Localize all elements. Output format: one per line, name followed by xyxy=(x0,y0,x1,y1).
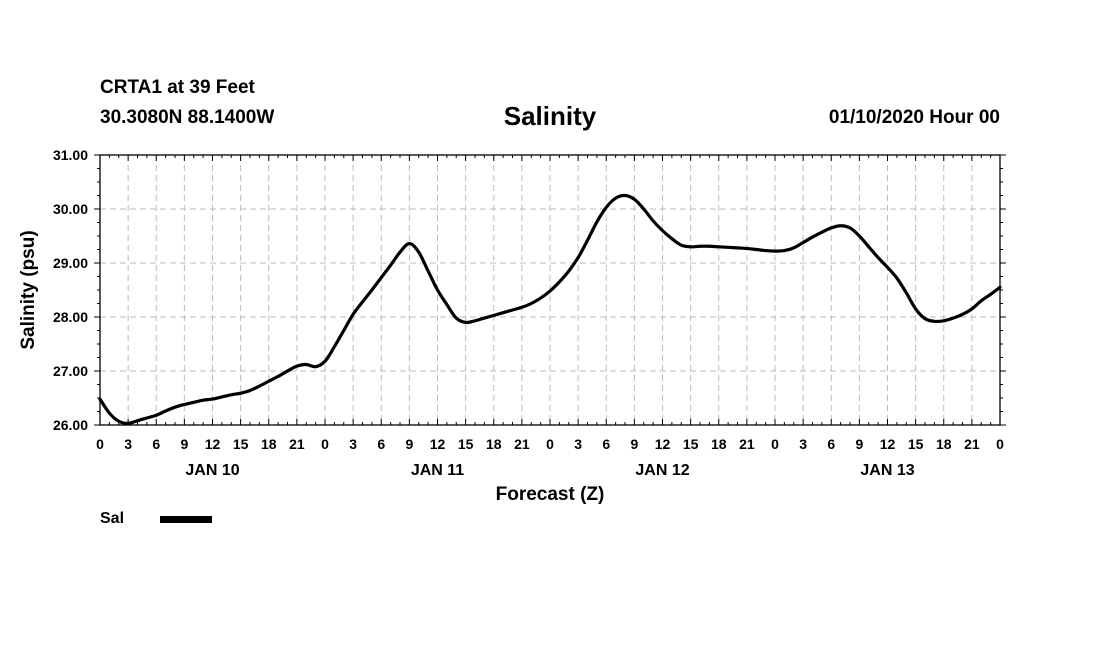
x-tick-label: 3 xyxy=(349,436,357,452)
y-tick-label: 27.00 xyxy=(53,363,88,379)
x-tick-label: 0 xyxy=(321,436,329,452)
legend-line-swatch xyxy=(160,516,212,523)
legend-label: Sal xyxy=(100,510,125,527)
x-tick-label: 15 xyxy=(458,436,474,452)
location-label: 30.3080N 88.1400W xyxy=(100,107,275,128)
y-tick-label: 31.00 xyxy=(53,147,88,163)
y-axis-title: Salinity (psu) xyxy=(18,230,39,349)
x-tick-label: 0 xyxy=(96,436,104,452)
x-tick-label: 18 xyxy=(261,436,277,452)
x-tick-label: 9 xyxy=(855,436,863,452)
axes xyxy=(94,154,1006,426)
x-tick-label: 12 xyxy=(655,436,671,452)
x-tick-label: 12 xyxy=(880,436,896,452)
axis-labels: 26.00 27.00 28.00 29.00 30.00 31.00 0 3 6 9 12 15 18… xyxy=(18,147,1004,505)
series-group xyxy=(98,193,1002,425)
x-tick-label: 15 xyxy=(683,436,699,452)
x-tick-label: 18 xyxy=(486,436,502,452)
x-tick-label: 0 xyxy=(771,436,779,452)
datetime-label: 01/10/2020 Hour 00 xyxy=(828,107,1000,128)
x-tick-label: 6 xyxy=(377,436,385,452)
x-axis-title: Forecast (Z) xyxy=(496,484,605,505)
y-tick-label: 30.00 xyxy=(53,201,88,217)
day-label: JAN 13 xyxy=(860,462,914,479)
x-tick-label: 15 xyxy=(908,436,924,452)
x-tick-label: 6 xyxy=(152,436,160,452)
x-tick-label: 9 xyxy=(180,436,188,452)
y-tick-label: 26.00 xyxy=(53,417,88,433)
x-tick-label: 3 xyxy=(574,436,582,452)
x-tick-label: 12 xyxy=(430,436,446,452)
chart-title: Salinity xyxy=(503,101,597,131)
x-tick-label: 21 xyxy=(964,436,980,452)
series-line-sal xyxy=(98,193,1002,425)
x-tick-label: 6 xyxy=(602,436,610,452)
x-tick-label: 18 xyxy=(936,436,952,452)
x-tick-label: 9 xyxy=(405,436,413,452)
x-tick-label: 18 xyxy=(711,436,727,452)
x-tick-label: 12 xyxy=(205,436,221,452)
x-tick-label: 3 xyxy=(124,436,132,452)
salinity-chart: 26.00 27.00 28.00 29.00 30.00 31.00 0 3 6 9 12 15 18… xyxy=(18,147,1006,505)
station-label: CRTA1 at 39 Feet xyxy=(100,77,255,98)
x-tick-label: 0 xyxy=(996,436,1004,452)
y-tick-label: 28.00 xyxy=(53,309,88,325)
y-tick-label: 29.00 xyxy=(53,255,88,271)
x-tick-label: 6 xyxy=(827,436,835,452)
x-tick-label: 0 xyxy=(546,436,554,452)
day-label: JAN 11 xyxy=(411,462,464,479)
x-tick-label: 21 xyxy=(514,436,530,452)
x-tick-label: 21 xyxy=(739,436,755,452)
x-tick-label: 9 xyxy=(630,436,638,452)
day-label: JAN 12 xyxy=(635,462,689,479)
x-tick-label: 3 xyxy=(799,436,807,452)
day-label: JAN 10 xyxy=(185,462,239,479)
x-tick-label: 15 xyxy=(233,436,249,452)
x-tick-label: 21 xyxy=(289,436,305,452)
